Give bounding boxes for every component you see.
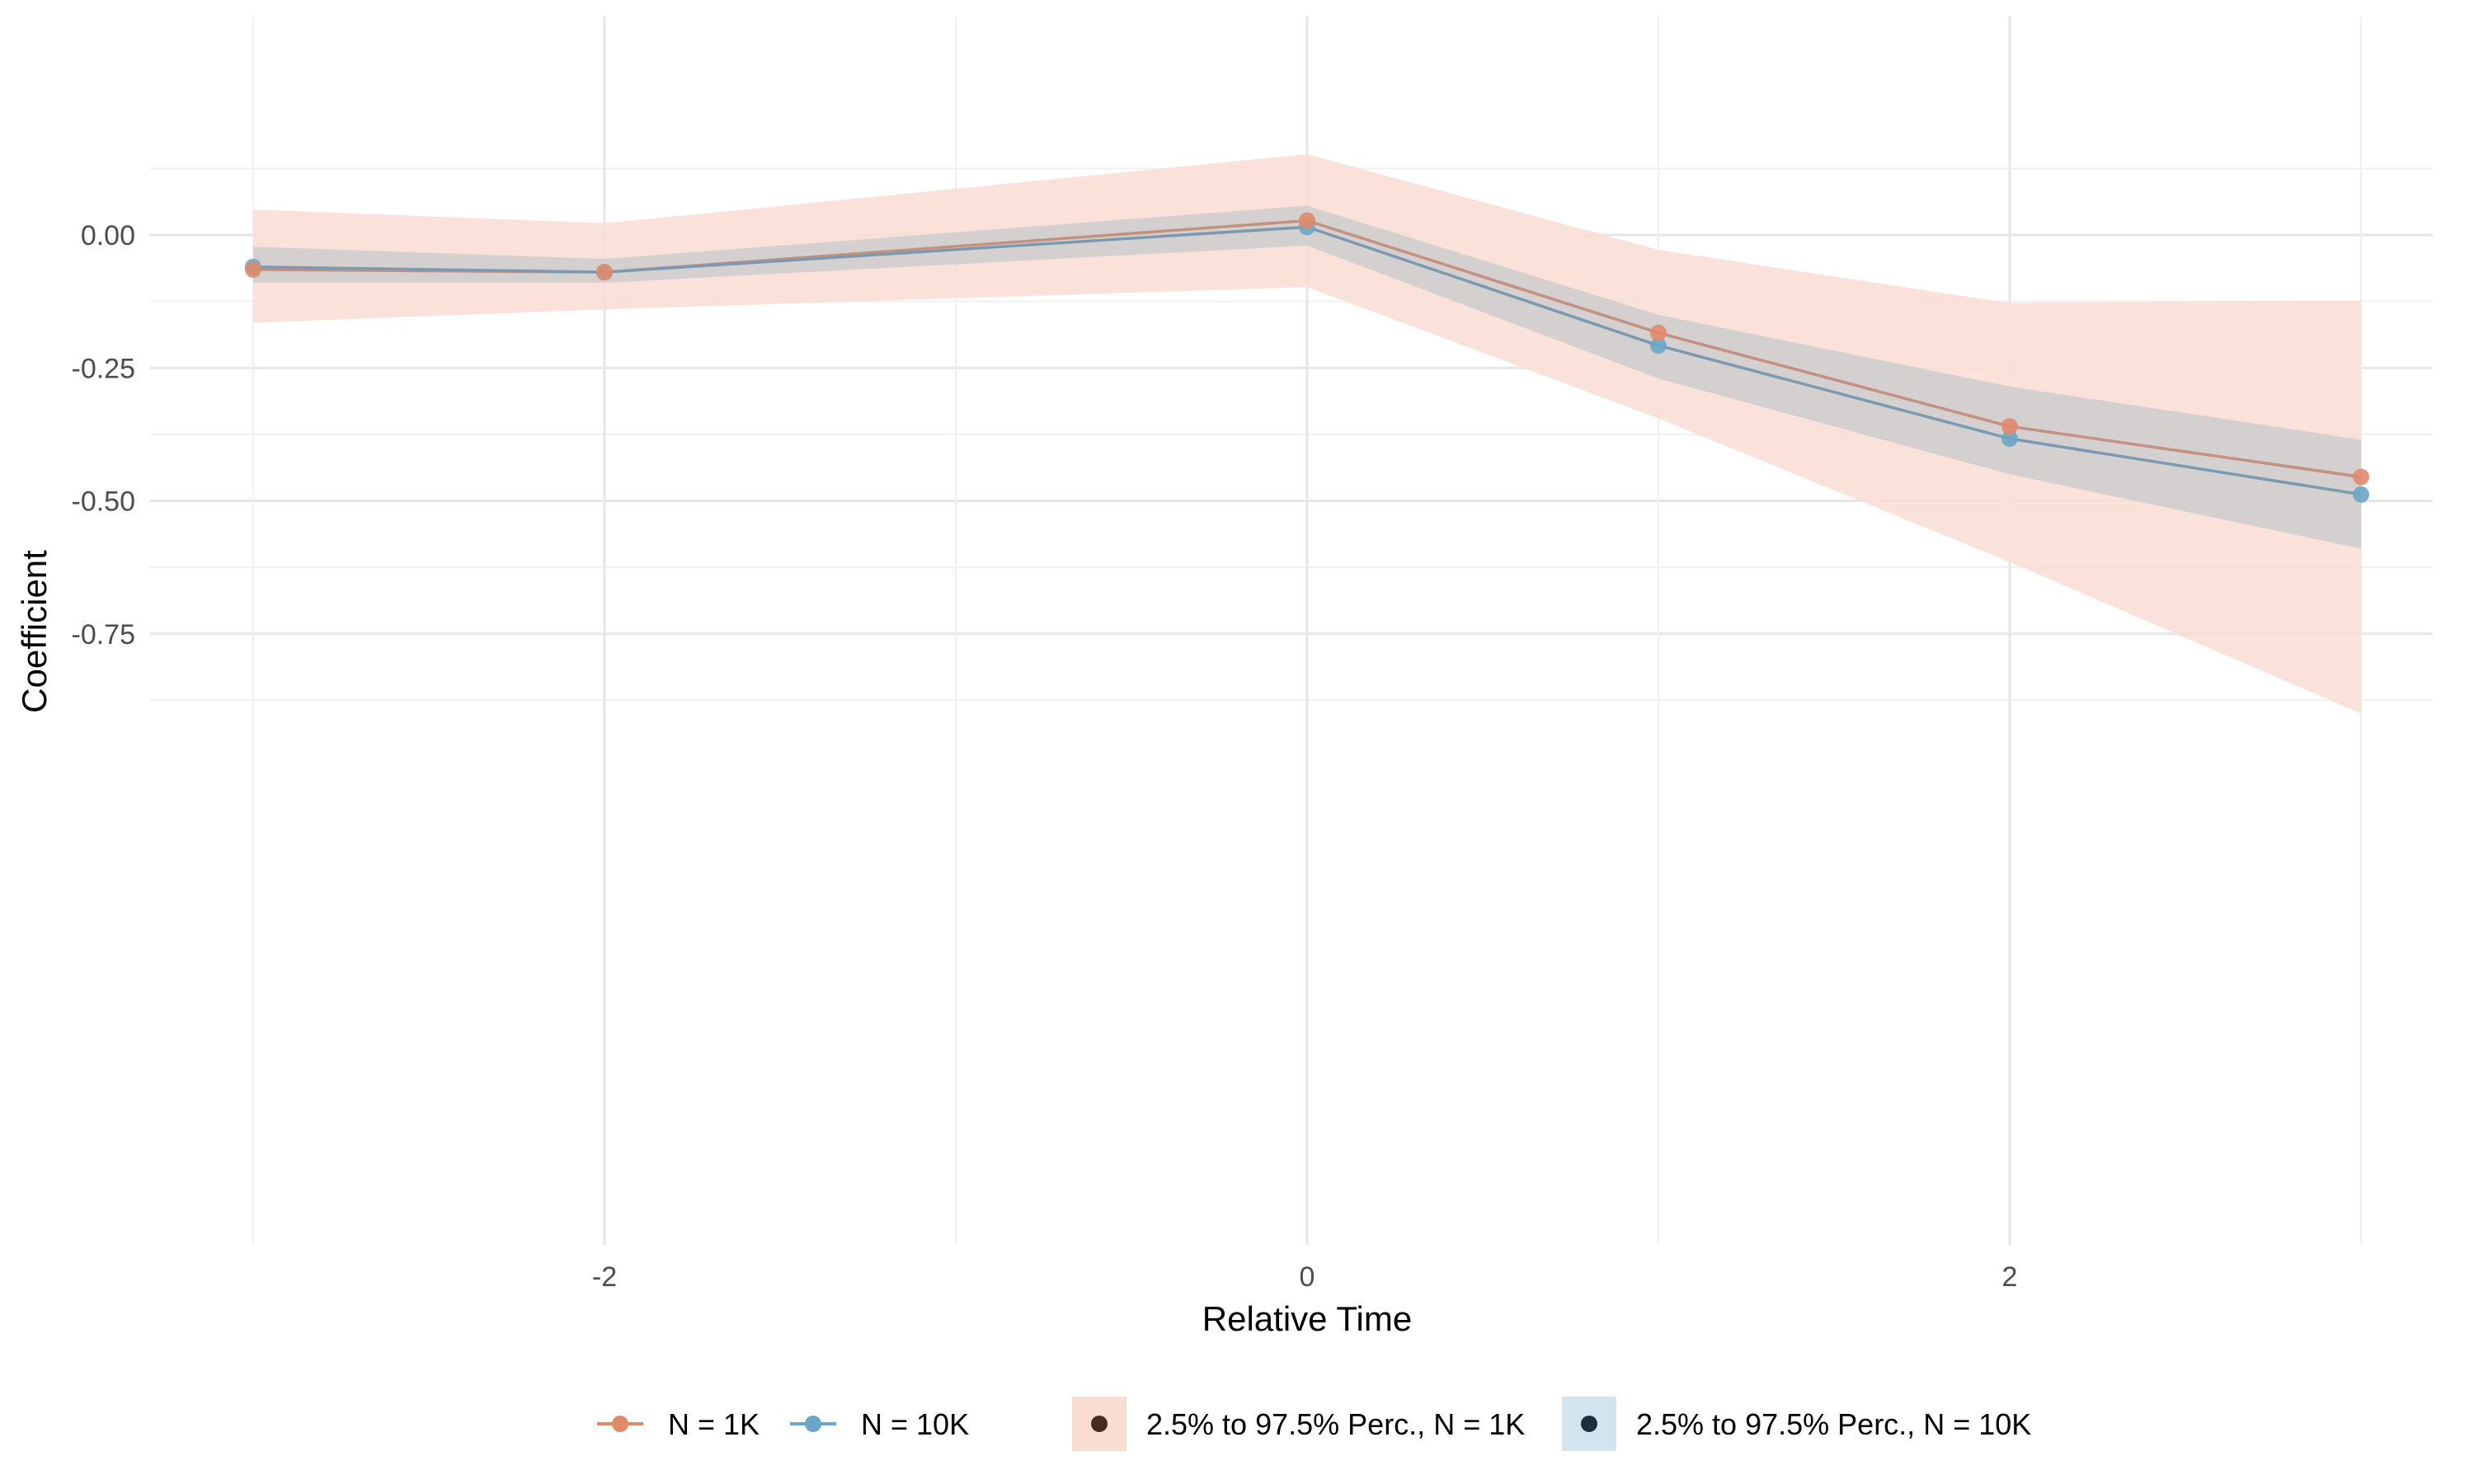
data-point-n1k bbox=[2001, 418, 2018, 435]
ribbon-n1k bbox=[253, 153, 2361, 714]
y-axis-title: Coefficient bbox=[15, 550, 54, 713]
x-tick-label: -2 bbox=[592, 1261, 617, 1293]
legend-label: N = 1K bbox=[668, 1407, 760, 1441]
data-point-n1k bbox=[596, 264, 613, 281]
data-point-n1k bbox=[245, 261, 261, 278]
y-tick-label: -0.50 bbox=[72, 486, 136, 518]
y-tick-label: -0.75 bbox=[72, 619, 136, 650]
data-point-n1k bbox=[2353, 468, 2369, 486]
data-point-n1k bbox=[1650, 324, 1667, 341]
y-tick-label: 0.00 bbox=[81, 220, 135, 251]
legend-key-point bbox=[612, 1416, 628, 1432]
legend-label: 2.5% to 97.5% Perc., N = 10K bbox=[1636, 1407, 2031, 1441]
x-tick-label: 2 bbox=[2002, 1261, 2018, 1293]
confidence-ribbons bbox=[253, 153, 2361, 714]
legend-label: N = 10K bbox=[861, 1407, 969, 1441]
legend-key-dot bbox=[1581, 1416, 1597, 1432]
legend-key-dot bbox=[1091, 1416, 1108, 1432]
data-point-n10k bbox=[2001, 430, 2018, 448]
axis-tick-labels: 0.00 -0.25 -0.50 -0.75 -2 0 2 bbox=[72, 220, 2018, 1293]
y-tick-label: -0.25 bbox=[72, 353, 136, 384]
data-point-n1k bbox=[1299, 212, 1315, 229]
data-point-n10k bbox=[1650, 337, 1667, 355]
ribbon-n10k bbox=[253, 205, 2361, 549]
x-axis-title: Relative Time bbox=[1202, 1299, 1412, 1338]
series-lines bbox=[252, 218, 2362, 496]
series-line-n10k bbox=[252, 225, 2362, 496]
legend-label: 2.5% to 97.5% Perc., N = 1K bbox=[1146, 1407, 1525, 1441]
data-point-n10k bbox=[2353, 486, 2369, 503]
legend-key-point bbox=[805, 1416, 821, 1432]
series-points bbox=[245, 212, 2369, 503]
legend: N = 1K N = 10K 2.5% to 97.5% Perc., N = 1K… bbox=[597, 1397, 2031, 1451]
x-tick-label: 0 bbox=[1300, 1261, 1315, 1293]
